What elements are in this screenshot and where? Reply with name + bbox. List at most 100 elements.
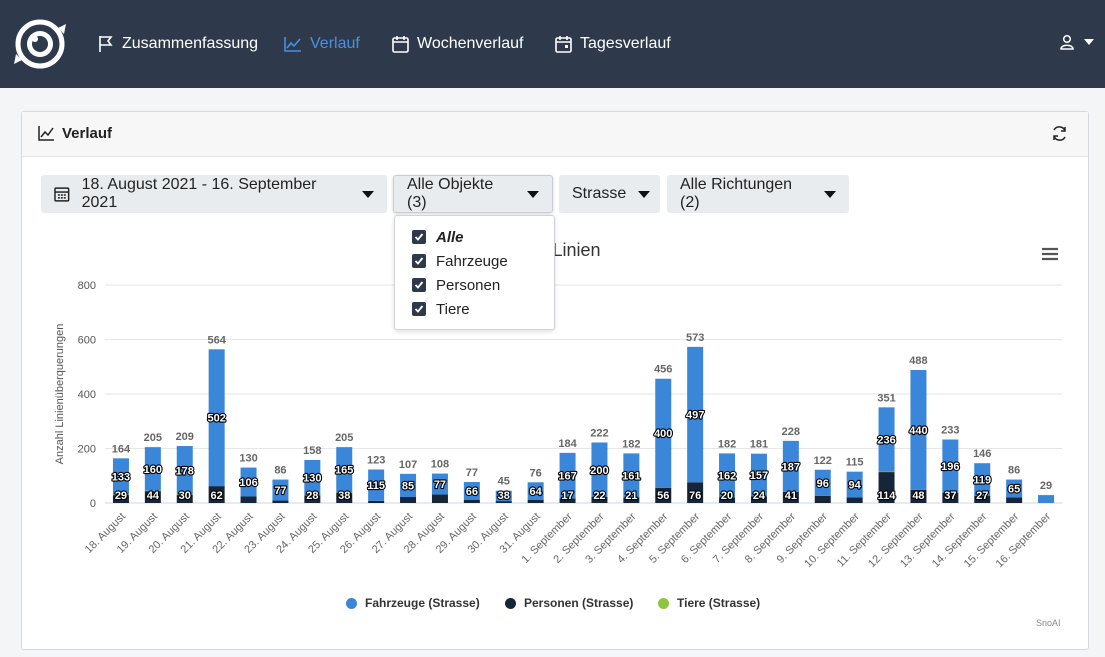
bar-total-label: 181 (750, 439, 768, 451)
segment-label-fahrzeuge: 196 (941, 461, 959, 473)
segment-label-fahrzeuge: 161 (622, 470, 640, 482)
chart-credit: SnoAI (1036, 618, 1061, 628)
bar-total-label: 209 (176, 431, 194, 443)
segment-label-personen: 24 (753, 490, 766, 502)
bar-total-label: 122 (814, 455, 832, 467)
segment-label-fahrzeuge: 94 (849, 479, 862, 491)
segment-label-fahrzeuge: 502 (207, 413, 225, 425)
bar-segment (623, 497, 640, 503)
bar-total-label: 77 (466, 467, 478, 479)
nav-zusammenfassung[interactable]: Zusammenfassung (98, 34, 258, 54)
bar-total-label: 233 (941, 425, 959, 437)
bar-segment (814, 495, 831, 503)
segment-label-personen: 56 (657, 490, 669, 502)
bar-segment (112, 458, 129, 495)
checkbox-checked-icon[interactable] (412, 254, 426, 268)
bar-segment (910, 370, 927, 490)
nav-tagesverlauf-label: Tagesverlauf (580, 35, 671, 52)
bar-segment (974, 495, 991, 503)
segment-label-personen: 44 (147, 490, 160, 502)
x-tick-label: 10. September (802, 510, 862, 570)
bar-segment (463, 500, 480, 503)
nav-verlauf[interactable]: Verlauf (284, 34, 360, 54)
dropdown-item-alle[interactable]: Alle (412, 227, 464, 247)
segment-label-fahrzeuge: 77 (434, 479, 446, 491)
directions-filter[interactable]: Alle Richtungen (2) (667, 175, 849, 213)
segment-label-personen: 22 (593, 490, 605, 502)
dropdown-item-personen[interactable]: Personen (412, 275, 500, 295)
bar-segment (400, 473, 417, 498)
bar-segment (750, 496, 767, 503)
bar-segment (144, 447, 161, 491)
bar-total-label: 115 (846, 457, 864, 469)
nav-zusammenfassung-label: Zusammenfassung (122, 35, 259, 52)
legend-label: Fahrzeuge (Strasse) (365, 596, 480, 610)
nav-tagesverlauf[interactable]: Tagesverlauf (555, 34, 671, 54)
legend-dot-icon (505, 597, 516, 609)
bar-segment (240, 467, 257, 497)
bar-total-label: 573 (686, 332, 704, 344)
bar-segment (559, 498, 576, 503)
line-chart-icon (284, 37, 301, 52)
card-header: Verlauf (22, 112, 1088, 157)
menu-icon[interactable] (1041, 247, 1059, 261)
segment-label-personen: 20 (721, 490, 733, 502)
bar-segment (591, 442, 608, 498)
zone-filter-value: Strasse (572, 185, 627, 202)
bar-segment (655, 378, 672, 488)
checkbox-checked-icon[interactable] (412, 278, 426, 292)
legend-item-personen[interactable]: Personen (Strasse) (505, 595, 633, 611)
bar-segment (910, 489, 927, 503)
bar-total-label: 107 (399, 459, 417, 471)
bar-segment (144, 491, 161, 503)
bar-segment (782, 491, 799, 503)
segment-label-fahrzeuge: 106 (239, 477, 257, 489)
bar-segment (846, 497, 863, 503)
x-tick-label: 16. September (994, 510, 1054, 570)
bar-segment (304, 459, 321, 496)
bar-segment (431, 494, 448, 503)
objects-dropdown: Alle Fahrzeuge Personen Tiere (394, 215, 555, 330)
segment-label-fahrzeuge: 85 (402, 480, 414, 492)
bar-segment (144, 490, 161, 492)
bar-segment (782, 440, 799, 492)
legend-label: Tiere (Strasse) (677, 596, 761, 610)
bar-segment (942, 492, 959, 503)
bar-segment (591, 497, 608, 503)
checkbox-checked-icon[interactable] (412, 302, 426, 316)
bar-segment (176, 446, 193, 495)
dropdown-item-label: Alle (436, 228, 464, 246)
app-logo-icon[interactable] (8, 12, 72, 76)
bar-total-label: 146 (973, 448, 991, 460)
calendar-icon (54, 187, 70, 202)
refresh-icon[interactable] (1051, 125, 1068, 142)
dropdown-item-tiere[interactable]: Tiere (412, 299, 470, 319)
directions-filter-value: Alle Richtungen (2) (680, 176, 793, 211)
segment-label-fahrzeuge: 119 (973, 474, 991, 486)
segment-label-fahrzeuge: 165 (335, 465, 353, 477)
bar-segment (719, 497, 736, 503)
bar-total-label: 45 (498, 476, 510, 488)
segment-label-fahrzeuge: 157 (750, 470, 768, 482)
user-menu[interactable] (1059, 34, 1095, 50)
bar-segment (974, 463, 991, 496)
zone-filter[interactable]: Strasse (559, 175, 660, 213)
segment-label-fahrzeuge: 66 (466, 486, 478, 498)
dropdown-item-label: Tiere (436, 300, 470, 318)
bar-segment (495, 501, 512, 503)
bar-segment (527, 499, 544, 503)
checkbox-checked-icon[interactable] (412, 230, 426, 244)
legend-dot-icon (346, 597, 357, 609)
nav-wochenverlauf[interactable]: Wochenverlauf (392, 34, 523, 54)
bar-segment (878, 471, 895, 503)
y-tick-label: 0 (90, 498, 96, 510)
legend-item-tiere[interactable]: Tiere (Strasse) (658, 595, 760, 611)
card-title: Verlauf (62, 125, 113, 142)
legend-item-fahrzeuge[interactable]: Fahrzeuge (Strasse) (346, 595, 480, 611)
bar-segment (846, 471, 863, 498)
date-range-filter[interactable]: 18. August 2021 - 16. September 2021 (41, 175, 387, 213)
objects-filter[interactable]: Alle Objekte (3) (393, 175, 553, 213)
segment-label-fahrzeuge: 167 (558, 471, 576, 483)
segment-label-personen: 17 (561, 490, 573, 502)
dropdown-item-fahrzeuge[interactable]: Fahrzeuge (412, 251, 508, 271)
